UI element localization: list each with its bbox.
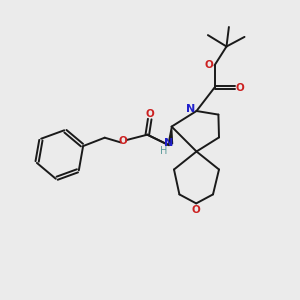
- Text: O: O: [145, 109, 154, 119]
- Text: N: N: [164, 138, 173, 148]
- Text: O: O: [119, 136, 128, 146]
- Text: N: N: [187, 103, 196, 114]
- Polygon shape: [168, 127, 172, 144]
- Text: O: O: [236, 82, 244, 93]
- Text: H: H: [160, 146, 167, 156]
- Text: O: O: [205, 60, 214, 70]
- Text: O: O: [192, 205, 201, 215]
